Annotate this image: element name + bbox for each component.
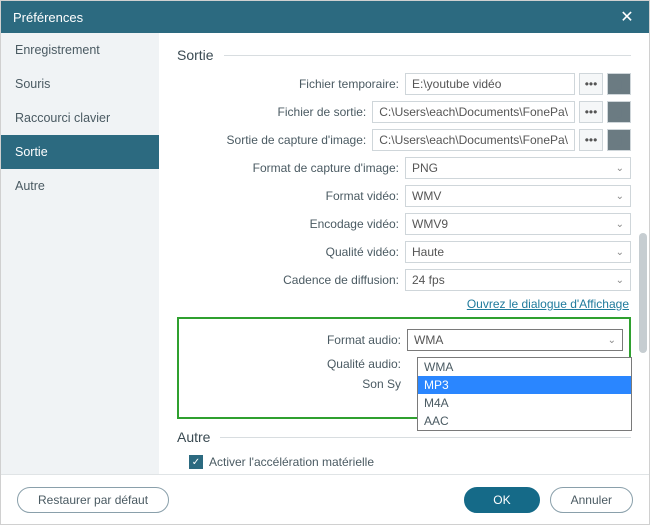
- out-file-input[interactable]: C:\Users\each\Documents\FonePa\: [372, 101, 575, 123]
- temp-file-input[interactable]: E:\youtube vidéo: [405, 73, 575, 95]
- label-vid-quality: Qualité vidéo:: [177, 245, 405, 259]
- label-img-format: Format de capture d'image:: [177, 161, 405, 175]
- checkbox-hw-accel[interactable]: ✓: [189, 455, 203, 469]
- dropdown-option-mp3[interactable]: MP3: [418, 376, 631, 394]
- chevron-down-icon: ⌄: [616, 247, 624, 258]
- vid-format-select[interactable]: WMV ⌄: [405, 185, 631, 207]
- row-fps: Cadence de diffusion: 24 fps ⌄: [177, 269, 631, 291]
- chevron-down-icon: ⌄: [616, 191, 624, 202]
- chevron-down-icon: ⌄: [616, 275, 624, 286]
- row-img-capture: Sortie de capture d'image: C:\Users\each…: [177, 129, 631, 151]
- vid-quality-value: Haute: [412, 245, 444, 259]
- folder-icon[interactable]: ▮: [607, 129, 631, 151]
- section-sortie-title: Sortie: [177, 47, 214, 63]
- preferences-dialog: Préférences ✕ Enregistrement Souris Racc…: [0, 0, 650, 525]
- divider: [220, 437, 631, 438]
- label-audio-quality: Qualité audio:: [179, 357, 407, 371]
- display-dialog-link[interactable]: Ouvrez le dialogue d'Affichage: [177, 297, 629, 311]
- window-title: Préférences: [13, 10, 83, 25]
- row-out-file: Fichier de sortie: C:\Users\each\Documen…: [177, 101, 631, 123]
- row-temp-file: Fichier temporaire: E:\youtube vidéo •••…: [177, 73, 631, 95]
- section-autre-header: Autre: [177, 429, 631, 445]
- label-out-file: Fichier de sortie:: [177, 105, 372, 119]
- label-temp-file: Fichier temporaire:: [177, 77, 405, 91]
- label-vid-format: Format vidéo:: [177, 189, 405, 203]
- label-system-sound: Son Sy: [179, 377, 407, 391]
- folder-icon[interactable]: ▮: [607, 73, 631, 95]
- vid-format-value: WMV: [412, 189, 441, 203]
- dropdown-option-aac[interactable]: AAC: [418, 412, 631, 430]
- sidebar-item-sortie[interactable]: Sortie: [1, 135, 159, 169]
- vid-quality-select[interactable]: Haute ⌄: [405, 241, 631, 263]
- audio-format-dropdown[interactable]: WMA MP3 M4A AAC: [417, 357, 632, 431]
- label-hw-accel: Activer l'accélération matérielle: [209, 455, 374, 469]
- label-audio-format: Format audio:: [179, 333, 407, 347]
- main-panel: Sortie Fichier temporaire: E:\youtube vi…: [159, 33, 649, 474]
- row-vid-format: Format vidéo: WMV ⌄: [177, 185, 631, 207]
- dropdown-option-wma[interactable]: WMA: [418, 358, 631, 376]
- sidebar: Enregistrement Souris Raccourci clavier …: [1, 33, 159, 474]
- audio-format-value: WMA: [414, 333, 443, 347]
- section-sortie-header: Sortie: [177, 47, 631, 63]
- row-vid-quality: Qualité vidéo: Haute ⌄: [177, 241, 631, 263]
- img-format-value: PNG: [412, 161, 438, 175]
- more-icon[interactable]: •••: [579, 73, 603, 95]
- close-icon[interactable]: ✕: [617, 7, 637, 27]
- divider: [224, 55, 631, 56]
- audio-settings-box: Format audio: WMA ⌄ Qualité audio: Son Sy…: [177, 317, 631, 419]
- row-vid-codec: Encodage vidéo: WMV9 ⌄: [177, 213, 631, 235]
- row-audio-format: Format audio: WMA ⌄: [179, 329, 623, 351]
- chevron-down-icon: ⌄: [616, 219, 624, 230]
- sidebar-item-enregistrement[interactable]: Enregistrement: [1, 33, 159, 67]
- sidebar-item-souris[interactable]: Souris: [1, 67, 159, 101]
- dropdown-option-m4a[interactable]: M4A: [418, 394, 631, 412]
- scrollbar-thumb[interactable]: [639, 233, 647, 353]
- label-vid-codec: Encodage vidéo:: [177, 217, 405, 231]
- titlebar: Préférences ✕: [1, 1, 649, 33]
- more-icon[interactable]: •••: [579, 129, 603, 151]
- more-icon[interactable]: •••: [579, 101, 603, 123]
- label-fps: Cadence de diffusion:: [177, 273, 405, 287]
- ok-button[interactable]: OK: [464, 487, 539, 513]
- fps-value: 24 fps: [412, 273, 445, 287]
- cancel-button[interactable]: Annuler: [550, 487, 633, 513]
- chevron-down-icon: ⌄: [616, 163, 624, 174]
- restore-defaults-button[interactable]: Restaurer par défaut: [17, 487, 169, 513]
- vid-codec-select[interactable]: WMV9 ⌄: [405, 213, 631, 235]
- footer: Restaurer par défaut OK Annuler: [1, 474, 649, 524]
- dialog-body: Enregistrement Souris Raccourci clavier …: [1, 33, 649, 474]
- row-hw-accel: ✓ Activer l'accélération matérielle: [189, 455, 631, 469]
- chevron-down-icon: ⌄: [608, 335, 616, 346]
- audio-format-select[interactable]: WMA ⌄: [407, 329, 623, 351]
- sidebar-item-autre[interactable]: Autre: [1, 169, 159, 203]
- section-autre-title: Autre: [177, 429, 210, 445]
- label-img-capture: Sortie de capture d'image:: [177, 133, 372, 147]
- img-capture-input[interactable]: C:\Users\each\Documents\FonePa\: [372, 129, 575, 151]
- sidebar-item-raccourci[interactable]: Raccourci clavier: [1, 101, 159, 135]
- img-format-select[interactable]: PNG ⌄: [405, 157, 631, 179]
- row-img-format: Format de capture d'image: PNG ⌄: [177, 157, 631, 179]
- folder-icon[interactable]: ▮: [607, 101, 631, 123]
- fps-select[interactable]: 24 fps ⌄: [405, 269, 631, 291]
- vid-codec-value: WMV9: [412, 217, 448, 231]
